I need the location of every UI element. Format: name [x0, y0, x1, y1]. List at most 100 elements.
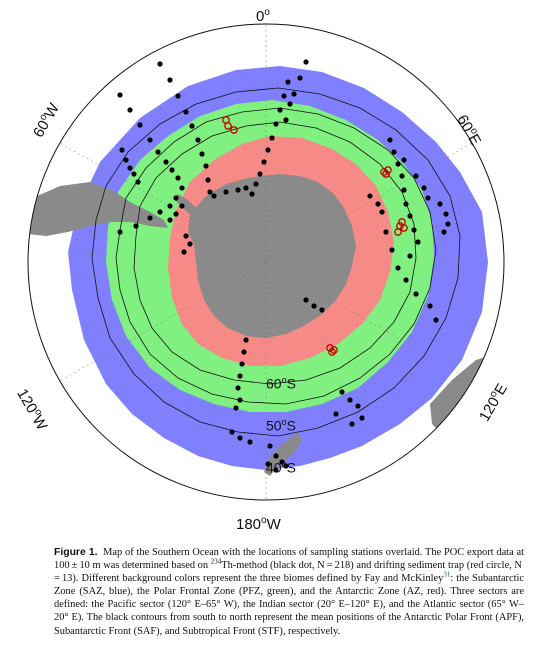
- station-dot: [183, 233, 189, 239]
- lat-label-60s: 60oS: [266, 375, 296, 392]
- station-dot: [167, 203, 173, 209]
- map-svg: [27, 23, 505, 501]
- station-dot: [181, 249, 187, 255]
- station-dot: [187, 241, 193, 247]
- station-dot: [195, 137, 201, 143]
- station-dot: [223, 189, 229, 195]
- station-dot: [433, 317, 439, 323]
- lon-label-0: 0o: [256, 7, 270, 25]
- station-dot: [395, 161, 401, 167]
- station-dot: [119, 147, 125, 153]
- station-dot: [285, 79, 291, 85]
- station-dot: [391, 149, 397, 155]
- station-dot: [413, 291, 419, 297]
- caption-text-1: Map of the Southern Ocean with the locat…: [54, 547, 524, 572]
- station-dot: [241, 349, 247, 355]
- caption-text-2: Th-method (black dot, N = 218) and drift…: [54, 560, 525, 585]
- southern-ocean-map: 0o 60oW 60oE 120oW 120oE 180oW 60oS 50oS…: [13, 7, 511, 533]
- station-dot: [183, 109, 189, 115]
- station-dot: [407, 253, 413, 259]
- station-dot: [267, 443, 273, 449]
- station-dot: [375, 201, 381, 207]
- station-dot: [137, 122, 143, 128]
- south-america-landmass: [28, 182, 168, 236]
- station-dot: [253, 181, 259, 187]
- station-dot: [401, 187, 407, 193]
- station-dot: [203, 163, 209, 169]
- station-dot: [415, 239, 421, 245]
- isotope-mass: 234: [210, 557, 222, 566]
- station-dot: [355, 403, 361, 409]
- station-dot: [157, 61, 163, 67]
- station-dot: [261, 159, 267, 165]
- station-dot: [117, 229, 123, 235]
- station-dot: [427, 303, 433, 309]
- station-dot: [147, 215, 153, 221]
- station-dot: [243, 185, 249, 191]
- station-dot: [379, 209, 385, 215]
- station-dot: [175, 175, 181, 181]
- sediment-trap-circle: [328, 348, 336, 356]
- station-dot: [127, 165, 133, 171]
- station-dot: [167, 217, 173, 223]
- station-dot: [273, 467, 279, 473]
- station-dot: [173, 195, 179, 201]
- station-dot: [179, 185, 185, 191]
- lat-label-40s: 40oS: [266, 459, 296, 476]
- station-dot: [133, 223, 139, 229]
- station-dot: [281, 93, 287, 99]
- apf-contour: [133, 121, 417, 385]
- figure-label: Figure 1.: [54, 547, 98, 558]
- station-dot: [399, 173, 405, 179]
- map-border: [27, 23, 505, 501]
- station-dot: [199, 151, 205, 157]
- station-dot: [243, 337, 249, 343]
- station-dot: [339, 389, 345, 395]
- station-dot: [389, 247, 395, 253]
- station-dot: [257, 171, 263, 177]
- station-dot: [167, 77, 173, 83]
- station-dot: [175, 93, 181, 99]
- station-dot: [421, 185, 427, 191]
- station-dot: [311, 303, 317, 309]
- station-dot: [349, 421, 355, 427]
- station-dot: [135, 179, 141, 185]
- station-dot: [283, 117, 289, 123]
- station-dot: [127, 107, 133, 113]
- station-dot: [273, 453, 279, 459]
- new-zealand-landmass: [264, 432, 302, 476]
- station-dot: [403, 201, 409, 207]
- station-dot: [237, 373, 243, 379]
- station-dot: [425, 195, 431, 201]
- station-dot: [319, 307, 325, 313]
- sediment-trap-circle: [330, 346, 338, 354]
- station-dot: [179, 203, 185, 209]
- station-dot: [207, 189, 213, 195]
- citation-ref[interactable]: 31: [443, 570, 451, 579]
- station-dot: [239, 361, 245, 367]
- station-dot: [403, 277, 409, 283]
- station-dot: [407, 213, 413, 219]
- station-dot: [441, 229, 447, 235]
- saf-contour: [115, 107, 437, 405]
- sediment-trap-circle: [396, 222, 404, 230]
- station-dot: [173, 211, 179, 217]
- sediment-trap-circle: [326, 344, 334, 352]
- station-dot: [303, 59, 309, 65]
- sediment-trap-circle: [222, 116, 230, 124]
- antarctica-landmass: [188, 174, 356, 338]
- antarctic-peninsula: [174, 194, 196, 214]
- station-dot: [387, 137, 393, 143]
- station-dot: [279, 459, 285, 465]
- station-dot: [303, 297, 309, 303]
- station-dot: [269, 135, 275, 141]
- station-dot: [237, 397, 243, 403]
- station-dot: [265, 461, 271, 467]
- lat-label-50s: 50oS: [266, 417, 296, 434]
- station-dot: [189, 123, 195, 129]
- station-dot: [437, 201, 443, 207]
- station-dot: [147, 137, 153, 143]
- station-dot: [247, 439, 253, 445]
- station-dots: [117, 59, 451, 473]
- station-dot: [155, 149, 161, 155]
